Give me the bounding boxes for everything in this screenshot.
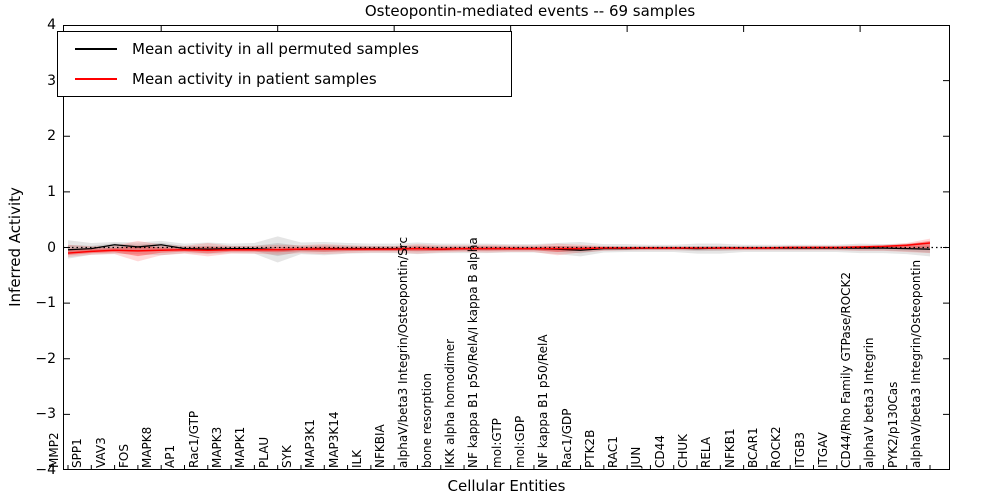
plot-frame	[63, 25, 950, 470]
x-tick-label: MAPK1	[233, 426, 248, 468]
y-tick-label: −2	[35, 350, 56, 367]
x-tick-label: ILK	[349, 449, 364, 468]
x-tick-label: MAPK8	[140, 426, 155, 468]
permuted-band-inner	[68, 242, 930, 257]
y-tick-label: −3	[35, 406, 56, 423]
x-tick-label: SPP1	[70, 438, 85, 468]
legend-item-patient: Mean activity in patient samples	[58, 65, 511, 93]
x-tick-label: PTK2B	[582, 429, 597, 468]
x-tick-label: FOS	[116, 444, 131, 468]
patient-mean-line	[67, 242, 931, 254]
legend-label: Mean activity in patient samples	[132, 70, 377, 89]
x-tick-label: alphaV beta3 Integrin	[862, 337, 877, 468]
x-tick-label: CHUK	[676, 433, 691, 468]
x-tick-label: JUN	[629, 446, 644, 468]
y-tick-label: 1	[47, 183, 56, 200]
x-tick-label: RELA	[699, 436, 714, 468]
x-tick-label: MAPK3	[210, 426, 225, 468]
legend-line-sample-black	[75, 47, 117, 50]
x-tick-label: Rac1/GTP	[186, 410, 201, 468]
x-tick-label: BCAR1	[745, 427, 760, 468]
x-tick-label: AP1	[163, 444, 178, 468]
x-tick-label: NF kappa B1 p50/RelA/I kappa B alpha	[466, 237, 481, 468]
x-tick-label: PLAU	[256, 436, 271, 468]
x-tick-label: Rac1/GDP	[559, 408, 574, 468]
x-tick-label: alphaV/beta3 Integrin/Osteopontin/Src	[396, 236, 411, 468]
legend-item-permuted: Mean activity in all permuted samples	[58, 35, 511, 63]
x-tick-label: CD44/Rho Family GTPase/ROCK2	[839, 271, 854, 468]
x-tick-label: MAP3K14	[326, 411, 341, 468]
legend: Mean activity in all permuted samples Me…	[57, 31, 512, 97]
x-tick-label: NF kappa B1 p50/RelA	[536, 334, 551, 468]
y-tick-label: 3	[47, 72, 56, 89]
x-tick-label: MAP3K1	[303, 419, 318, 468]
permuted-band-outer	[68, 236, 930, 263]
y-tick-label: 4	[47, 17, 56, 33]
x-tick-label: SYK	[279, 445, 294, 468]
x-tick-label: ITGAV	[815, 432, 830, 468]
patient-band-outer	[68, 238, 930, 262]
x-tick-label: IKK alpha homodimer	[443, 338, 458, 468]
x-tick-label: NFKBIA	[373, 424, 388, 468]
legend-line-sample-red	[75, 78, 117, 81]
legend-label: Mean activity in all permuted samples	[132, 39, 419, 58]
x-tick-label: mol:GTP	[489, 418, 504, 468]
y-tick-label: 2	[47, 128, 56, 145]
x-tick-label: PYK2/p130Cas	[885, 381, 900, 468]
x-tick-label: ROCK2	[769, 426, 784, 468]
x-tick-label: MMP2	[47, 432, 61, 468]
x-tick-label: alphaV/beta3 Integrin/Osteopontin	[909, 259, 923, 468]
x-axis-label: Cellular Entities	[447, 477, 566, 495]
y-tick-label: −4	[35, 462, 56, 478]
x-tick-label: RAC1	[606, 436, 621, 468]
x-tick-label: NFKB1	[722, 428, 737, 468]
y-tick-label: −1	[35, 295, 56, 312]
x-tick-label: mol:GDP	[512, 415, 527, 468]
y-tick-label: 0	[47, 239, 56, 256]
x-tick-label: CD44	[652, 435, 667, 468]
x-tick-label: VAV3	[93, 437, 108, 468]
x-tick-label: ITGB3	[792, 431, 807, 468]
chart-title: Osteopontin-mediated events -- 69 sample…	[364, 2, 696, 20]
x-tick-label: bone resorption	[419, 373, 434, 468]
plot-area	[63, 25, 950, 470]
